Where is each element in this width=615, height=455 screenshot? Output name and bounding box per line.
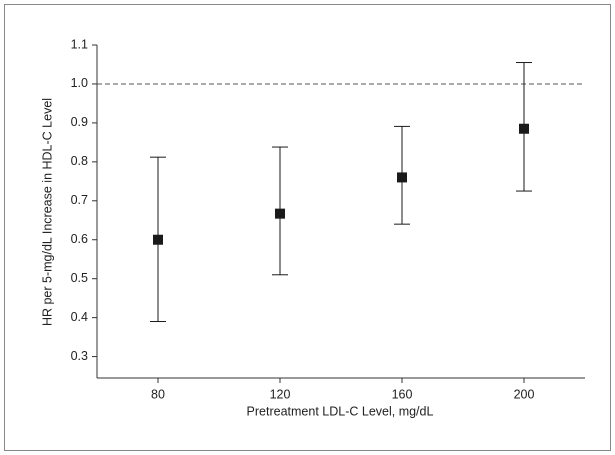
y-tick-label: 0.8 [71,154,88,168]
x-tick-label: 80 [151,387,165,401]
frame [4,4,611,451]
x-tick-label: 200 [514,387,535,401]
y-tick-label: 0.5 [71,271,88,285]
point-marker [153,234,163,245]
y-tick-label: 0.6 [71,232,88,246]
x-tick-label: 160 [392,387,413,401]
point-marker [519,123,529,134]
y-tick-label: 0.7 [71,193,88,207]
y-tick-label: 0.9 [71,115,88,129]
y-tick-label: 0.3 [71,349,88,363]
x-axis-label: Pretreatment LDL-C Level, mg/dL [247,404,434,418]
point-marker [275,208,285,219]
y-tick-label: 1.1 [71,37,88,51]
point-marker [397,172,407,183]
y-tick-label: 0.4 [71,310,88,324]
y-axis-label: HR per 5-mg/dL Increase in HDL-C Level [40,98,54,326]
y-tick-label: 1.0 [71,76,88,90]
x-tick-label: 120 [270,387,291,401]
